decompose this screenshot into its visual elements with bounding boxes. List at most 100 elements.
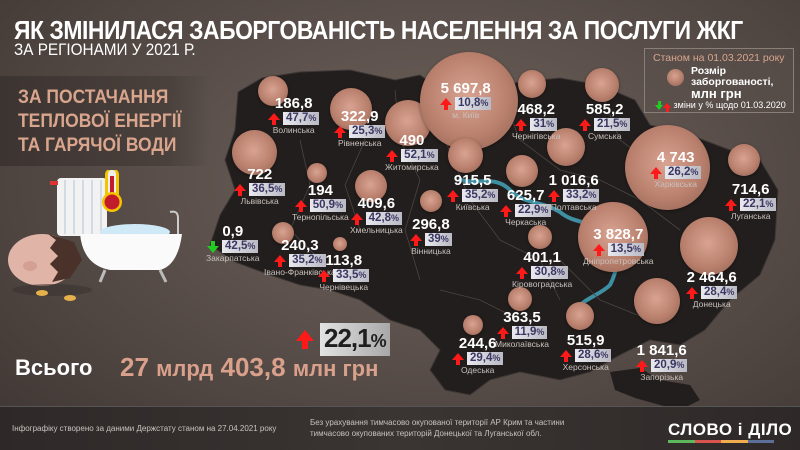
region-name: Львівська bbox=[240, 196, 279, 206]
region-name: Донецька bbox=[692, 299, 731, 309]
source-note: Інфографіку створено за даними Держстату… bbox=[12, 424, 277, 433]
arrow-up-icon bbox=[686, 286, 698, 299]
bubble-donetska bbox=[680, 217, 738, 275]
region-change: 25,3% bbox=[349, 125, 386, 138]
region-change: 36,5% bbox=[249, 183, 286, 196]
region-value: 0,9 bbox=[222, 223, 244, 240]
region-change: 35,2% bbox=[462, 189, 499, 202]
bubble-ternopilska bbox=[307, 163, 327, 183]
bubble-vinnytska bbox=[420, 190, 442, 212]
region-value: 585,2 bbox=[585, 101, 624, 118]
region-change: 47,7% bbox=[283, 112, 320, 125]
region-label-rivnenska: 322,9 25,3% Рівненська bbox=[334, 109, 386, 148]
region-value: 1 016,6 bbox=[548, 172, 599, 189]
region-label-lvivska: 722 36,5% Львівська bbox=[234, 166, 286, 206]
bubble-cherkaska bbox=[506, 155, 538, 187]
arrow-up-icon bbox=[560, 349, 572, 362]
bubble-kirovohradska bbox=[528, 225, 552, 249]
region-value: 363,5 bbox=[503, 309, 541, 326]
logo-colorbar bbox=[668, 440, 774, 443]
region-name: Волинська bbox=[272, 125, 315, 135]
bubble-legend-icon bbox=[667, 69, 684, 86]
region-label-khersonska: 515,9 28,6% Херсонська bbox=[560, 333, 612, 372]
region-label-mykolaivska: 363,5 11,9% Миколаївська bbox=[495, 309, 549, 350]
section-title-line: ТА ГАРЯЧОЇ ВОДИ bbox=[18, 135, 177, 156]
region-name: Дніпропетровська bbox=[583, 256, 654, 266]
bubble-sumska bbox=[585, 68, 619, 102]
region-change: 28,4% bbox=[701, 286, 738, 299]
bubble-dnipropetrovska bbox=[578, 202, 648, 272]
region-change: 11,9% bbox=[511, 326, 548, 339]
bubble-kyivska bbox=[448, 138, 483, 173]
region-change: 39% bbox=[425, 233, 452, 246]
radiator-icon bbox=[50, 178, 107, 236]
region-label-khmelnytska: 409,6 42,8% Хмельницька bbox=[350, 196, 403, 236]
region-label-chernihivska: 468,2 31% Чернігівська bbox=[512, 101, 560, 142]
arrow-up-icon bbox=[579, 118, 591, 131]
region-name: Полтавська bbox=[550, 202, 597, 212]
region-change: 21,5% bbox=[594, 118, 631, 131]
arrow-up-icon bbox=[440, 97, 452, 110]
region-name: Луганська bbox=[730, 211, 771, 221]
region-label-poltavska: 1 016,6 33,2% Полтавська bbox=[548, 172, 600, 212]
region-name: м. Київ bbox=[452, 110, 480, 120]
territory-note: Без урахування тимчасово окупованої тери… bbox=[310, 418, 565, 438]
region-value: 3 828,7 bbox=[593, 226, 644, 243]
legend-size-label: Розмір заборгованості, млн грн bbox=[691, 65, 774, 101]
region-label-volynska: 186,8 47,7% Волинська bbox=[268, 96, 320, 135]
bubble-ivano-frankivska bbox=[272, 222, 294, 244]
region-change: 30,8% bbox=[531, 266, 568, 279]
region-value: 4 743 bbox=[656, 149, 695, 166]
arrow-up-icon bbox=[515, 118, 528, 131]
brand-logo: СЛОВО і ДІЛО bbox=[668, 420, 793, 439]
region-value: 113,8 bbox=[325, 252, 363, 269]
bubble-mykolaivska bbox=[508, 287, 532, 311]
region-label-donetska: 2 464,6 28,4% Донецька bbox=[686, 270, 738, 309]
region-name: Івано-Франківська bbox=[264, 267, 336, 277]
region-label-cherkaska: 625,7 22,9% Черкаська bbox=[500, 187, 552, 227]
region-value: 722 bbox=[247, 166, 273, 183]
thermometer-icon bbox=[102, 170, 122, 212]
arrow-up-icon bbox=[447, 189, 459, 202]
arrow-up-icon bbox=[725, 198, 737, 211]
bubble-chernihivska bbox=[518, 70, 546, 98]
region-value: 468,2 bbox=[517, 101, 555, 118]
broken-piggy-bank-icon bbox=[8, 234, 92, 301]
legend: Станом на 01.03.2021 року Розмір заборго… bbox=[644, 48, 794, 113]
total-label: Всього bbox=[15, 355, 93, 380]
legend-change: зміни у % щодо 01.03.2020 bbox=[655, 100, 786, 113]
arrow-up-icon bbox=[548, 189, 560, 202]
region-label-zhytomyrska: 490 52,1% Житомирська bbox=[385, 133, 439, 173]
page-subtitle: ЗА РЕГІОНАМИ У 2021 Р. bbox=[14, 40, 196, 59]
bubble-khmelnytska bbox=[355, 170, 387, 202]
arrow-up-icon bbox=[350, 212, 363, 225]
section-title: ЗА ПОСТАЧАННЯ ТЕПЛОВОЇ ЕНЕРГІЇ ТА ГАРЯЧО… bbox=[18, 86, 181, 158]
region-value: 5 697,8 bbox=[440, 80, 491, 97]
region-name: Закарпатська bbox=[206, 253, 260, 263]
region-name: Кіровоградська bbox=[512, 279, 573, 289]
total-change: 22,1% bbox=[296, 323, 390, 356]
arrow-up-icon bbox=[296, 330, 314, 349]
region-label-ivano-frankivska: 240,3 35,2% Івано-Франківська bbox=[264, 237, 336, 278]
region-name: Рівненська bbox=[337, 138, 382, 148]
region-value: 625,7 bbox=[506, 187, 545, 204]
region-change: 26,2% bbox=[665, 166, 702, 179]
section-title-line: ТЕПЛОВОЇ ЕНЕРГІЇ bbox=[18, 111, 182, 132]
region-name: Харківська bbox=[654, 179, 697, 189]
arrow-up-icon bbox=[452, 352, 464, 365]
region-name: Запорізька bbox=[640, 372, 684, 382]
region-name: Херсонська bbox=[562, 362, 609, 372]
bubble-chernivetska bbox=[333, 237, 347, 251]
region-value: 296,8 bbox=[412, 216, 450, 233]
arrow-up-icon bbox=[334, 125, 346, 138]
arrow-up-icon bbox=[318, 269, 330, 282]
region-label-odeska: 244,6 29,4% Одеська bbox=[452, 336, 504, 375]
bubble-odeska bbox=[463, 315, 483, 335]
region-value: 714,6 bbox=[731, 181, 770, 198]
bubble-zaporizka bbox=[634, 278, 680, 324]
region-value: 240,3 bbox=[281, 237, 319, 254]
region-label-kirovohradska: 401,1 30,8% Кіровоградська bbox=[512, 250, 573, 290]
region-label-ternopilska: 194 50,9% Тернопільська bbox=[292, 183, 349, 223]
arrow-up-icon bbox=[496, 326, 509, 339]
arrow-up-icon bbox=[386, 149, 399, 162]
